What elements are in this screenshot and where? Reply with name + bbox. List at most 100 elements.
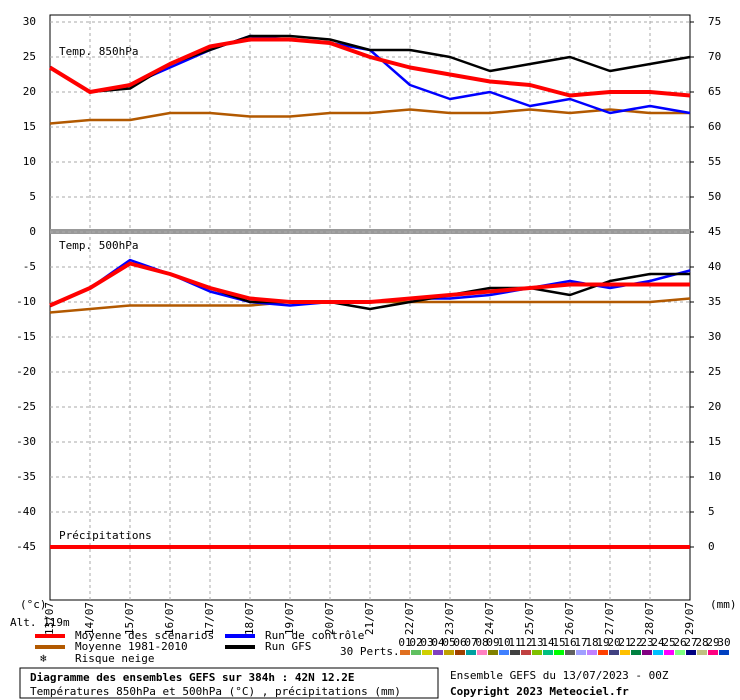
pert-label: 21 — [618, 636, 631, 649]
pert-label: 26 — [673, 636, 686, 649]
panel-label: Temp. 500hPa — [59, 239, 138, 252]
y2-tick-label: 60 — [708, 120, 721, 133]
pert-swatch — [554, 650, 564, 655]
perts-label: 30 Perts. — [340, 645, 400, 658]
pert-swatch — [477, 650, 487, 655]
y-tick-label: 10 — [23, 155, 36, 168]
y2-tick-label: 50 — [708, 190, 721, 203]
legend-label: Risque neige — [75, 652, 154, 665]
panel-label: Précipitations — [59, 529, 152, 542]
y-tick-label: 30 — [23, 15, 36, 28]
y2-tick-label: 70 — [708, 50, 721, 63]
pert-swatch — [653, 650, 663, 655]
y-tick-label: -35 — [16, 470, 36, 483]
y2-tick-label: 65 — [708, 85, 721, 98]
y-tick-label: 15 — [23, 120, 36, 133]
pert-label: 04 — [431, 636, 445, 649]
x-tick-label: 13/07 — [43, 602, 56, 635]
pert-swatch — [444, 650, 454, 655]
pert-swatch — [466, 650, 476, 655]
snow-icon: ❄ — [40, 652, 47, 665]
y-tick-label: -25 — [16, 400, 36, 413]
y-tick-label: -20 — [16, 365, 36, 378]
x-tick-label: 14/07 — [83, 602, 96, 635]
pert-swatch — [686, 650, 696, 655]
pert-label: 27 — [684, 636, 697, 649]
y-tick-label: 25 — [23, 50, 36, 63]
pert-swatch — [455, 650, 465, 655]
pert-swatch — [576, 650, 586, 655]
pert-swatch — [521, 650, 531, 655]
y-tick-label: -10 — [16, 295, 36, 308]
pert-swatch — [422, 650, 432, 655]
pert-label: 09 — [486, 636, 499, 649]
y2-axis-label: (mm) — [710, 598, 737, 611]
pert-label: 11 — [508, 636, 521, 649]
y-tick-label: -15 — [16, 330, 36, 343]
pert-swatch — [719, 650, 729, 655]
footer-run: Ensemble GEFS du 13/07/2023 - 00Z — [450, 669, 669, 682]
pert-label: 24 — [651, 636, 665, 649]
x-tick-label: 16/07 — [163, 602, 176, 635]
y2-tick-label: 35 — [708, 295, 721, 308]
footer-title: Diagramme des ensembles GEFS sur 384h : … — [30, 671, 355, 684]
pert-swatch — [664, 650, 674, 655]
y2-tick-label: 75 — [708, 15, 721, 28]
y-tick-label: 0 — [29, 225, 36, 238]
series-line — [48, 37, 691, 98]
y2-tick-label: 30 — [708, 330, 721, 343]
pert-swatch — [708, 650, 718, 655]
pert-label: 02 — [409, 636, 422, 649]
pert-label: 07 — [464, 636, 477, 649]
pert-label: 29 — [706, 636, 719, 649]
pert-swatch — [697, 650, 707, 655]
footer-subtitle: Températures 850hPa et 500hPa (°C) , pré… — [30, 685, 401, 698]
pert-label: 12 — [519, 636, 532, 649]
pert-label: 14 — [541, 636, 555, 649]
pert-swatch — [433, 650, 443, 655]
pert-swatch — [598, 650, 608, 655]
y-tick-label: -40 — [16, 505, 36, 518]
pert-label: 15 — [552, 636, 565, 649]
pert-label: 17 — [574, 636, 587, 649]
pert-swatch — [411, 650, 421, 655]
pert-swatch — [543, 650, 553, 655]
x-tick-label: 23/07 — [443, 602, 456, 635]
y2-tick-label: 25 — [708, 365, 721, 378]
pert-label: 19 — [596, 636, 609, 649]
pert-label: 28 — [695, 636, 708, 649]
x-tick-label: 29/07 — [683, 602, 696, 635]
pert-swatch — [620, 650, 630, 655]
pert-swatch — [532, 650, 542, 655]
pert-swatch — [587, 650, 597, 655]
pert-swatch — [565, 650, 575, 655]
pert-label: 05 — [442, 636, 455, 649]
pert-label: 18 — [585, 636, 598, 649]
pert-label: 13 — [530, 636, 543, 649]
y-tick-label: -30 — [16, 435, 36, 448]
y2-tick-label: 5 — [708, 505, 715, 518]
y-tick-label: 5 — [29, 190, 36, 203]
pert-swatch — [642, 650, 652, 655]
y2-tick-label: 40 — [708, 260, 721, 273]
legend-label: Moyenne des scénarios — [75, 629, 214, 642]
pert-label: 06 — [453, 636, 466, 649]
pert-label: 03 — [420, 636, 433, 649]
footer-copyright: Copyright 2023 Meteociel.fr — [450, 685, 629, 698]
y2-tick-label: 20 — [708, 400, 721, 413]
x-tick-label: 19/07 — [283, 602, 296, 635]
x-tick-label: 28/07 — [643, 602, 656, 635]
pert-label: 25 — [662, 636, 675, 649]
x-tick-label: 21/07 — [363, 602, 376, 635]
pert-label: 20 — [607, 636, 620, 649]
pert-label: 23 — [640, 636, 653, 649]
x-tick-label: 17/07 — [203, 602, 216, 635]
pert-swatch — [510, 650, 520, 655]
y-tick-label: 20 — [23, 85, 36, 98]
pert-label: 10 — [497, 636, 510, 649]
x-tick-label: 20/07 — [323, 602, 336, 635]
x-tick-label: 15/07 — [123, 602, 136, 635]
x-tick-label: 18/07 — [243, 602, 256, 635]
